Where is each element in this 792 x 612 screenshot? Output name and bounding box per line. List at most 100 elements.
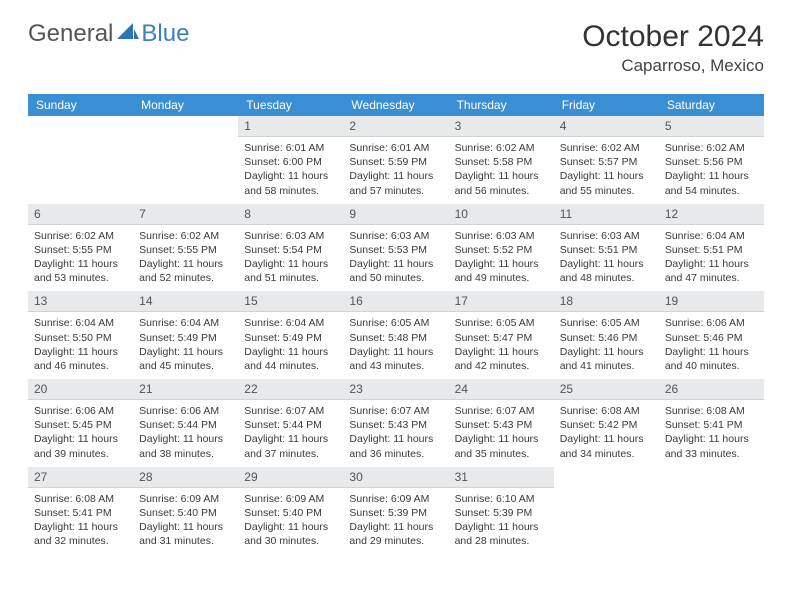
day-number: 22 bbox=[238, 379, 343, 400]
calendar-empty bbox=[554, 467, 659, 555]
calendar-day: 13Sunrise: 6:04 AMSunset: 5:50 PMDayligh… bbox=[28, 291, 133, 379]
day-number: 25 bbox=[554, 379, 659, 400]
day-number: 2 bbox=[343, 116, 448, 137]
day-number: 30 bbox=[343, 467, 448, 488]
day-number: 11 bbox=[554, 204, 659, 225]
day-number: 1 bbox=[238, 116, 343, 137]
calendar-day: 7Sunrise: 6:02 AMSunset: 5:55 PMDaylight… bbox=[133, 204, 238, 292]
calendar-day: 18Sunrise: 6:05 AMSunset: 5:46 PMDayligh… bbox=[554, 291, 659, 379]
day-number: 10 bbox=[449, 204, 554, 225]
calendar-empty bbox=[659, 467, 764, 555]
day-details: Sunrise: 6:08 AMSunset: 5:42 PMDaylight:… bbox=[554, 400, 659, 467]
day-number: 8 bbox=[238, 204, 343, 225]
logo-text-2: Blue bbox=[141, 20, 189, 48]
day-details: Sunrise: 6:05 AMSunset: 5:46 PMDaylight:… bbox=[554, 312, 659, 379]
day-number: 16 bbox=[343, 291, 448, 312]
day-number: 4 bbox=[554, 116, 659, 137]
day-details: Sunrise: 6:05 AMSunset: 5:48 PMDaylight:… bbox=[343, 312, 448, 379]
calendar-day: 16Sunrise: 6:05 AMSunset: 5:48 PMDayligh… bbox=[343, 291, 448, 379]
calendar-empty bbox=[133, 116, 238, 204]
day-number: 29 bbox=[238, 467, 343, 488]
logo-text-1: General bbox=[28, 20, 113, 48]
calendar-day: 30Sunrise: 6:09 AMSunset: 5:39 PMDayligh… bbox=[343, 467, 448, 555]
calendar-week: 20Sunrise: 6:06 AMSunset: 5:45 PMDayligh… bbox=[28, 379, 764, 467]
day-details: Sunrise: 6:02 AMSunset: 5:55 PMDaylight:… bbox=[133, 225, 238, 292]
day-header: Thursday bbox=[449, 94, 554, 116]
calendar-day: 12Sunrise: 6:04 AMSunset: 5:51 PMDayligh… bbox=[659, 204, 764, 292]
calendar-day: 1Sunrise: 6:01 AMSunset: 6:00 PMDaylight… bbox=[238, 116, 343, 204]
day-number: 26 bbox=[659, 379, 764, 400]
day-details: Sunrise: 6:02 AMSunset: 5:58 PMDaylight:… bbox=[449, 137, 554, 204]
day-details: Sunrise: 6:04 AMSunset: 5:51 PMDaylight:… bbox=[659, 225, 764, 292]
calendar-day: 11Sunrise: 6:03 AMSunset: 5:51 PMDayligh… bbox=[554, 204, 659, 292]
calendar-day: 23Sunrise: 6:07 AMSunset: 5:43 PMDayligh… bbox=[343, 379, 448, 467]
day-number: 14 bbox=[133, 291, 238, 312]
location: Caparroso, Mexico bbox=[582, 56, 764, 76]
day-details: Sunrise: 6:04 AMSunset: 5:49 PMDaylight:… bbox=[133, 312, 238, 379]
day-details: Sunrise: 6:04 AMSunset: 5:49 PMDaylight:… bbox=[238, 312, 343, 379]
day-details: Sunrise: 6:02 AMSunset: 5:57 PMDaylight:… bbox=[554, 137, 659, 204]
header: General Blue October 2024 Caparroso, Mex… bbox=[28, 20, 764, 76]
calendar-day: 28Sunrise: 6:09 AMSunset: 5:40 PMDayligh… bbox=[133, 467, 238, 555]
day-number: 31 bbox=[449, 467, 554, 488]
day-details: Sunrise: 6:03 AMSunset: 5:54 PMDaylight:… bbox=[238, 225, 343, 292]
calendar-table: SundayMondayTuesdayWednesdayThursdayFrid… bbox=[28, 94, 764, 554]
calendar-day: 9Sunrise: 6:03 AMSunset: 5:53 PMDaylight… bbox=[343, 204, 448, 292]
calendar-day: 21Sunrise: 6:06 AMSunset: 5:44 PMDayligh… bbox=[133, 379, 238, 467]
day-details: Sunrise: 6:06 AMSunset: 5:45 PMDaylight:… bbox=[28, 400, 133, 467]
calendar-day: 8Sunrise: 6:03 AMSunset: 5:54 PMDaylight… bbox=[238, 204, 343, 292]
day-details: Sunrise: 6:09 AMSunset: 5:39 PMDaylight:… bbox=[343, 488, 448, 555]
day-number: 24 bbox=[449, 379, 554, 400]
day-details: Sunrise: 6:09 AMSunset: 5:40 PMDaylight:… bbox=[238, 488, 343, 555]
day-number: 28 bbox=[133, 467, 238, 488]
calendar-day: 4Sunrise: 6:02 AMSunset: 5:57 PMDaylight… bbox=[554, 116, 659, 204]
title-area: October 2024 Caparroso, Mexico bbox=[582, 20, 764, 76]
calendar-empty bbox=[28, 116, 133, 204]
day-number: 18 bbox=[554, 291, 659, 312]
day-details: Sunrise: 6:10 AMSunset: 5:39 PMDaylight:… bbox=[449, 488, 554, 555]
day-number: 23 bbox=[343, 379, 448, 400]
day-number: 5 bbox=[659, 116, 764, 137]
day-details: Sunrise: 6:03 AMSunset: 5:51 PMDaylight:… bbox=[554, 225, 659, 292]
calendar-day: 14Sunrise: 6:04 AMSunset: 5:49 PMDayligh… bbox=[133, 291, 238, 379]
day-details: Sunrise: 6:03 AMSunset: 5:53 PMDaylight:… bbox=[343, 225, 448, 292]
day-details: Sunrise: 6:03 AMSunset: 5:52 PMDaylight:… bbox=[449, 225, 554, 292]
calendar-day: 2Sunrise: 6:01 AMSunset: 5:59 PMDaylight… bbox=[343, 116, 448, 204]
calendar-day: 5Sunrise: 6:02 AMSunset: 5:56 PMDaylight… bbox=[659, 116, 764, 204]
day-number: 27 bbox=[28, 467, 133, 488]
day-number: 20 bbox=[28, 379, 133, 400]
day-number: 19 bbox=[659, 291, 764, 312]
calendar-day: 26Sunrise: 6:08 AMSunset: 5:41 PMDayligh… bbox=[659, 379, 764, 467]
calendar-day: 3Sunrise: 6:02 AMSunset: 5:58 PMDaylight… bbox=[449, 116, 554, 204]
calendar-week: 27Sunrise: 6:08 AMSunset: 5:41 PMDayligh… bbox=[28, 467, 764, 555]
day-number: 12 bbox=[659, 204, 764, 225]
day-details: Sunrise: 6:05 AMSunset: 5:47 PMDaylight:… bbox=[449, 312, 554, 379]
day-details: Sunrise: 6:07 AMSunset: 5:44 PMDaylight:… bbox=[238, 400, 343, 467]
day-details: Sunrise: 6:09 AMSunset: 5:40 PMDaylight:… bbox=[133, 488, 238, 555]
calendar-day: 20Sunrise: 6:06 AMSunset: 5:45 PMDayligh… bbox=[28, 379, 133, 467]
calendar-day: 24Sunrise: 6:07 AMSunset: 5:43 PMDayligh… bbox=[449, 379, 554, 467]
calendar-day: 19Sunrise: 6:06 AMSunset: 5:46 PMDayligh… bbox=[659, 291, 764, 379]
day-header: Saturday bbox=[659, 94, 764, 116]
calendar-day: 31Sunrise: 6:10 AMSunset: 5:39 PMDayligh… bbox=[449, 467, 554, 555]
calendar-day: 6Sunrise: 6:02 AMSunset: 5:55 PMDaylight… bbox=[28, 204, 133, 292]
day-details: Sunrise: 6:02 AMSunset: 5:55 PMDaylight:… bbox=[28, 225, 133, 292]
day-number: 13 bbox=[28, 291, 133, 312]
sail-icon bbox=[117, 20, 139, 48]
day-header: Sunday bbox=[28, 94, 133, 116]
day-details: Sunrise: 6:01 AMSunset: 5:59 PMDaylight:… bbox=[343, 137, 448, 204]
day-number: 21 bbox=[133, 379, 238, 400]
calendar-day: 22Sunrise: 6:07 AMSunset: 5:44 PMDayligh… bbox=[238, 379, 343, 467]
calendar-week: 6Sunrise: 6:02 AMSunset: 5:55 PMDaylight… bbox=[28, 204, 764, 292]
day-number: 15 bbox=[238, 291, 343, 312]
day-header: Wednesday bbox=[343, 94, 448, 116]
day-details: Sunrise: 6:06 AMSunset: 5:44 PMDaylight:… bbox=[133, 400, 238, 467]
calendar-day: 29Sunrise: 6:09 AMSunset: 5:40 PMDayligh… bbox=[238, 467, 343, 555]
calendar-body: 1Sunrise: 6:01 AMSunset: 6:00 PMDaylight… bbox=[28, 116, 764, 554]
day-details: Sunrise: 6:07 AMSunset: 5:43 PMDaylight:… bbox=[449, 400, 554, 467]
day-details: Sunrise: 6:02 AMSunset: 5:56 PMDaylight:… bbox=[659, 137, 764, 204]
day-number: 6 bbox=[28, 204, 133, 225]
calendar-day: 17Sunrise: 6:05 AMSunset: 5:47 PMDayligh… bbox=[449, 291, 554, 379]
calendar-head: SundayMondayTuesdayWednesdayThursdayFrid… bbox=[28, 94, 764, 116]
day-number: 7 bbox=[133, 204, 238, 225]
